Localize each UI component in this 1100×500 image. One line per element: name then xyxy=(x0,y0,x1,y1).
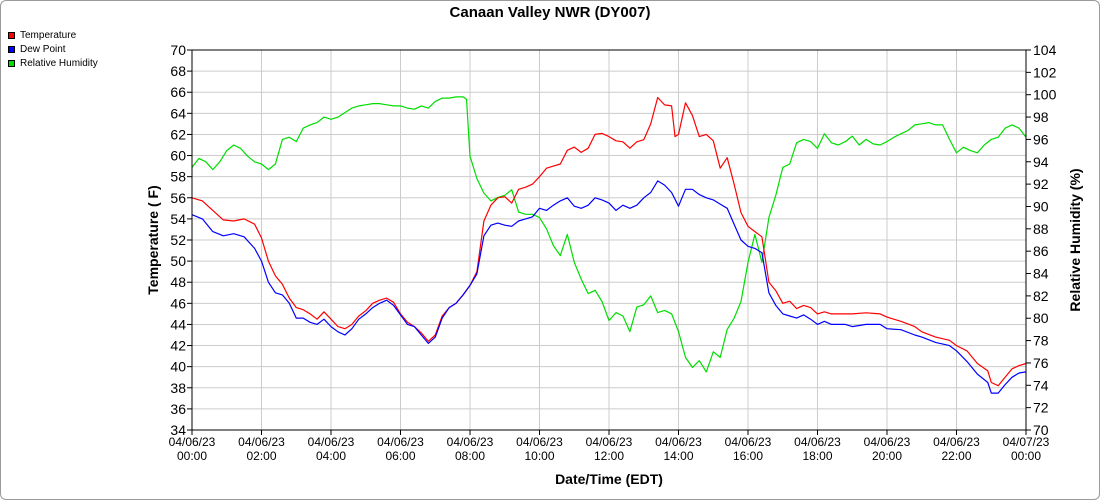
x-tick-label: 04/06/23 02:00 xyxy=(238,435,285,463)
y2-tick-label: 78 xyxy=(1033,333,1049,349)
legend-item-relative-humidity: Relative Humidity xyxy=(8,56,98,70)
y-tick-label: 64 xyxy=(170,105,186,121)
y-tick-label: 48 xyxy=(170,274,186,290)
grid-lines xyxy=(191,49,1027,431)
x-tick-label: 04/06/23 20:00 xyxy=(864,435,911,463)
y2-tick-label: 86 xyxy=(1033,243,1049,259)
y2-tick-label: 72 xyxy=(1033,400,1049,416)
series-layer xyxy=(191,96,1027,394)
y-axis-left: 34 36 38 40 42 44 46 48 50 52 54 56 58 60 62 64 66 68 70 xyxy=(170,42,192,438)
y-tick-label: 50 xyxy=(170,253,186,269)
y2-tick-label: 90 xyxy=(1033,198,1049,214)
series-line-relative-humidity xyxy=(191,96,1027,373)
y2-tick-label: 82 xyxy=(1033,288,1049,304)
y2-tick-label: 102 xyxy=(1033,64,1057,80)
x-tick-label: 04/06/23 16:00 xyxy=(725,435,772,463)
y-tick-label: 70 xyxy=(170,42,186,58)
y-tick-label: 52 xyxy=(170,232,186,248)
legend-swatch-relative-humidity xyxy=(8,59,15,67)
y2-tick-label: 92 xyxy=(1033,176,1049,192)
y-tick-label: 42 xyxy=(170,338,186,354)
y2-tick-label: 104 xyxy=(1033,42,1057,58)
x-tick-label: 04/06/23 22:00 xyxy=(933,435,980,463)
chart-title: Canaan Valley NWR (DY007) xyxy=(449,4,651,21)
y-tick-label: 36 xyxy=(170,401,186,417)
y-tick-label: 40 xyxy=(170,359,186,375)
y-tick-label: 34 xyxy=(170,422,186,438)
x-axis-label: Date/Time (EDT) xyxy=(555,471,663,487)
y-tick-label: 54 xyxy=(170,211,186,227)
x-tick-label: 04/06/23 10:00 xyxy=(516,435,563,463)
y-tick-label: 58 xyxy=(170,169,186,185)
series-line-temperature xyxy=(191,96,1027,387)
legend-label-dew-point: Dew Point xyxy=(20,43,66,55)
y-tick-label: 56 xyxy=(170,190,186,206)
legend-label-temperature: Temperature xyxy=(20,29,77,41)
y2-tick-label: 80 xyxy=(1033,310,1049,326)
y-tick-label: 44 xyxy=(170,316,186,332)
x-tick-label: 04/06/23 00:00 xyxy=(169,435,216,463)
legend-item-temperature: Temperature xyxy=(8,28,98,42)
legend-label-relative-humidity: Relative Humidity xyxy=(20,57,98,69)
y2-tick-label: 74 xyxy=(1033,377,1049,393)
y-tick-label: 38 xyxy=(170,380,186,396)
legend-swatch-temperature xyxy=(8,31,15,39)
y-tick-label: 46 xyxy=(170,295,186,311)
y2-tick-label: 84 xyxy=(1033,266,1049,282)
y-tick-label: 68 xyxy=(170,63,186,79)
x-tick-label: 04/06/23 06:00 xyxy=(377,435,424,463)
y2-tick-label: 70 xyxy=(1033,422,1049,438)
x-axis: 04/06/23 00:00 04/06/23 02:00 04/06/23 04:00 0… xyxy=(169,430,1050,463)
series-line-dew-point xyxy=(191,180,1027,394)
x-tick-label: 04/06/23 12:00 xyxy=(586,435,633,463)
y2-tick-label: 94 xyxy=(1033,154,1049,170)
y2-axis-label: Relative Humidity (%) xyxy=(1067,168,1083,311)
x-tick-label: 04/06/23 14:00 xyxy=(655,435,702,463)
legend: Temperature Dew Point Relative Humidity xyxy=(8,28,98,70)
y2-tick-label: 88 xyxy=(1033,221,1049,237)
x-tick-label: 04/06/23 18:00 xyxy=(794,435,841,463)
x-tick-label: 04/06/23 08:00 xyxy=(447,435,494,463)
legend-swatch-dew-point xyxy=(8,45,15,53)
y-tick-label: 66 xyxy=(170,84,186,100)
y2-tick-label: 98 xyxy=(1033,109,1049,125)
x-tick-label: 04/06/23 04:00 xyxy=(308,435,355,463)
y2-tick-label: 96 xyxy=(1033,131,1049,147)
x-tick-label: 04/07/23 00:00 xyxy=(1003,435,1050,463)
y2-tick-label: 100 xyxy=(1033,87,1057,103)
legend-item-dew-point: Dew Point xyxy=(8,42,98,56)
y-axis-label: Temperature ( F) xyxy=(145,185,161,294)
y2-tick-label: 76 xyxy=(1033,355,1049,371)
y-tick-label: 62 xyxy=(170,126,186,142)
y-axis-right: 70 72 74 76 78 80 82 84 86 88 90 92 94 96 98 100 102 104 xyxy=(1026,42,1057,438)
y-tick-label: 60 xyxy=(170,148,186,164)
